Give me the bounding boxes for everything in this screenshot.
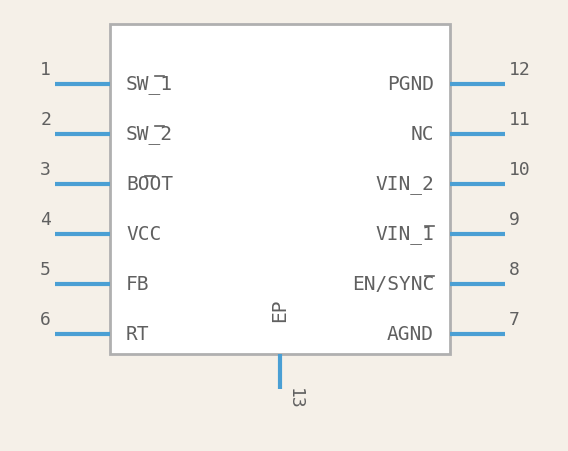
Text: 1: 1 [40,61,51,79]
Text: 12: 12 [509,61,531,79]
Text: RT: RT [126,325,149,344]
Text: NC: NC [411,125,434,144]
Text: PGND: PGND [387,75,434,94]
Text: VIN_2: VIN_2 [375,175,434,194]
Text: SW_1: SW_1 [126,75,173,94]
Text: VIN_1: VIN_1 [375,225,434,244]
Text: 10: 10 [509,161,531,179]
Text: 8: 8 [509,260,520,278]
Text: FB: FB [126,275,149,294]
Text: 13: 13 [286,387,304,409]
Text: 3: 3 [40,161,51,179]
Text: 9: 9 [509,211,520,229]
Text: 5: 5 [40,260,51,278]
Text: BOOT: BOOT [126,175,173,194]
Text: 2: 2 [40,111,51,129]
Text: 7: 7 [509,310,520,328]
Text: SW_2: SW_2 [126,125,173,144]
Text: 6: 6 [40,310,51,328]
Text: VCC: VCC [126,225,161,244]
Text: EP: EP [270,298,290,321]
Text: 11: 11 [509,111,531,129]
Text: EN/SYNC: EN/SYNC [352,275,434,294]
Text: AGND: AGND [387,325,434,344]
Text: 4: 4 [40,211,51,229]
Bar [110,25,450,354]
